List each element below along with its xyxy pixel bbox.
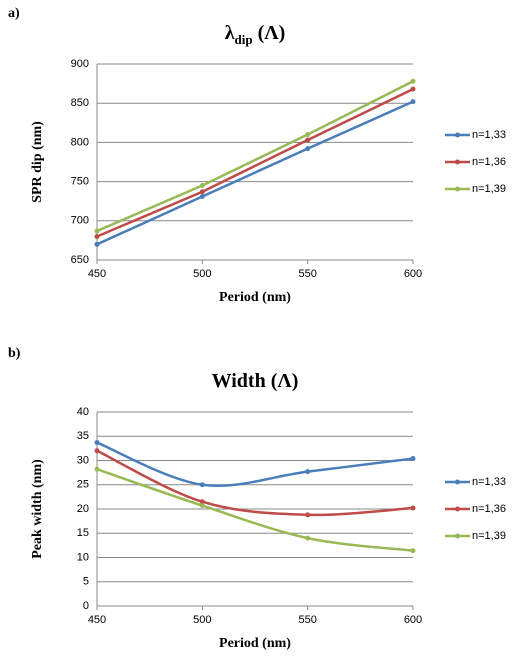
data-point: [305, 535, 311, 541]
data-point: [199, 183, 205, 189]
legend-label: n=1,39: [472, 183, 506, 195]
y-tick-label: 800: [71, 136, 89, 148]
x-axis-label: Period (nm): [219, 290, 291, 305]
series-line: [96, 80, 414, 233]
y-tick-label: 650: [71, 254, 89, 266]
chart-title: λdip (Λ): [225, 22, 286, 48]
data-point: [305, 146, 311, 152]
data-point: [199, 193, 205, 199]
legend-marker: [455, 479, 460, 485]
x-tick-label: 600: [404, 614, 422, 626]
y-tick-label: 35: [77, 430, 89, 442]
y-tick-label: 750: [71, 176, 89, 188]
data-point: [410, 505, 416, 511]
panel-label: a): [8, 6, 20, 21]
y-tick-label: 850: [71, 97, 89, 109]
y-tick-label: 15: [77, 527, 89, 539]
data-point: [199, 189, 205, 195]
data-point: [94, 440, 100, 446]
data-point: [410, 78, 416, 84]
legend-label: n=1,33: [472, 129, 506, 141]
title-suffix: (Λ): [253, 22, 286, 44]
legend-marker: [455, 186, 460, 192]
y-tick-label: 900: [71, 58, 89, 70]
data-point: [305, 132, 311, 138]
x-tick-label: 500: [193, 614, 211, 626]
series-line: [96, 468, 414, 552]
title-suffix: (Λ): [266, 370, 299, 392]
data-point: [305, 469, 311, 475]
y-tick-label: 0: [83, 600, 89, 612]
series-line: [96, 100, 414, 246]
legend-label: n=1,36: [472, 156, 506, 168]
x-tick-label: 550: [298, 614, 316, 626]
legend-marker: [455, 533, 460, 539]
series-line: [96, 441, 414, 487]
data-point: [410, 86, 416, 92]
x-axis-label: Period (nm): [219, 636, 291, 651]
y-axis-label: Peak width (nm): [30, 459, 45, 559]
data-point: [410, 456, 416, 462]
data-point: [94, 233, 100, 239]
data-point: [410, 99, 416, 105]
series-line: [96, 87, 414, 238]
x-tick-label: 450: [88, 268, 106, 280]
legend-label: n=1,33: [472, 476, 506, 488]
legend-label: n=1,36: [472, 503, 506, 515]
data-point: [410, 548, 416, 554]
legend-label: n=1,39: [472, 530, 506, 542]
title-main: λ: [225, 22, 235, 44]
data-point: [199, 503, 205, 509]
data-point: [94, 466, 100, 472]
legend-marker: [455, 132, 460, 138]
y-tick-label: 30: [77, 454, 89, 466]
data-point: [305, 512, 311, 518]
legend-marker: [455, 159, 460, 165]
title-sub: dip: [235, 32, 253, 47]
y-tick-label: 20: [77, 503, 89, 515]
y-tick-label: 25: [77, 479, 89, 491]
y-tick-label: 40: [77, 406, 89, 418]
data-point: [94, 448, 100, 454]
x-tick-label: 550: [298, 268, 316, 280]
data-point: [94, 241, 100, 247]
y-axis-label: SPR dip (nm): [30, 121, 45, 203]
data-point: [199, 482, 205, 488]
y-tick-label: 10: [77, 551, 89, 563]
title-main: Width: [212, 370, 266, 392]
x-tick-label: 600: [404, 268, 422, 280]
x-tick-label: 500: [193, 268, 211, 280]
y-tick-label: 700: [71, 215, 89, 227]
panel-label: b): [8, 346, 21, 361]
series-line: [96, 449, 414, 517]
legend-marker: [455, 506, 460, 512]
chart-title: Width (Λ): [212, 370, 299, 392]
x-tick-label: 450: [88, 614, 106, 626]
data-point: [305, 137, 311, 143]
data-point: [94, 228, 100, 234]
y-tick-label: 5: [83, 576, 89, 588]
data-point: [199, 499, 205, 505]
